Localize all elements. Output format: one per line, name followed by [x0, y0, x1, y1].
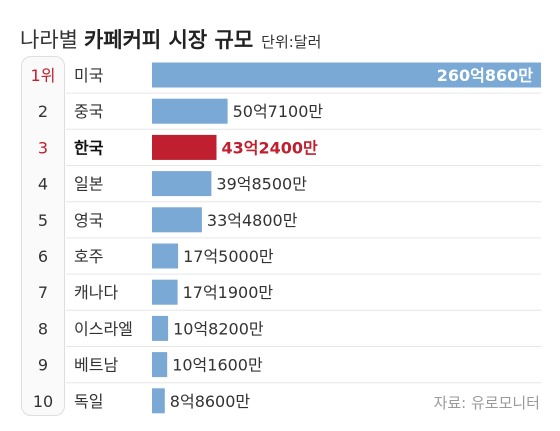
rank-label: 10	[33, 392, 53, 411]
bar	[152, 62, 541, 88]
category-label: 독일	[74, 392, 103, 411]
bar	[152, 207, 202, 233]
value-label: 17억5000만	[183, 247, 274, 266]
category-label: 베트남	[74, 356, 118, 375]
bar	[152, 315, 169, 341]
category-label: 일본	[74, 175, 103, 194]
rank-label: 2	[38, 102, 48, 121]
category-label: 이스라엘	[74, 319, 133, 338]
rank-label: 1위	[31, 66, 56, 85]
rank-label: 5	[38, 211, 48, 230]
category-label: 중국	[74, 102, 103, 121]
bar	[152, 279, 178, 305]
value-label: 10억1600만	[172, 356, 263, 375]
rank-label: 3	[38, 138, 48, 157]
value-label: 39억8500만	[216, 175, 307, 194]
bar	[152, 98, 228, 124]
rank-label: 6	[38, 247, 48, 266]
bar	[152, 352, 168, 378]
category-label: 영국	[74, 211, 103, 230]
unit-label: 단위:달러	[261, 33, 322, 51]
category-label: 미국	[74, 66, 103, 85]
chart-title: 카페커피 시장 규모	[83, 28, 254, 52]
source-note: 자료: 유로모니터	[433, 394, 540, 412]
value-label: 8억8600만	[170, 392, 251, 411]
title-prefix: 나라별	[20, 28, 78, 52]
rank-label: 4	[38, 175, 48, 194]
value-label: 10억8200만	[173, 319, 264, 338]
rank-column-box	[21, 56, 65, 416]
rank-label: 9	[38, 356, 48, 375]
category-label: 호주	[74, 247, 103, 266]
value-label: 43억2400만	[222, 138, 319, 157]
bar	[152, 388, 165, 414]
chart-header: 나라별 카페커피 시장 규모 단위:달러	[20, 24, 321, 54]
bar	[152, 171, 212, 197]
category-label: 한국	[74, 138, 104, 157]
value-label: 50억7100만	[233, 102, 324, 121]
value-label: 33억4800만	[207, 211, 298, 230]
category-label: 캐나다	[74, 283, 118, 302]
rank-label: 7	[38, 283, 48, 302]
rank-label: 8	[38, 319, 48, 338]
bar	[152, 134, 217, 160]
value-label: 17억1900만	[183, 283, 274, 302]
value-label: 260억860만	[437, 66, 534, 85]
bar	[152, 243, 179, 269]
